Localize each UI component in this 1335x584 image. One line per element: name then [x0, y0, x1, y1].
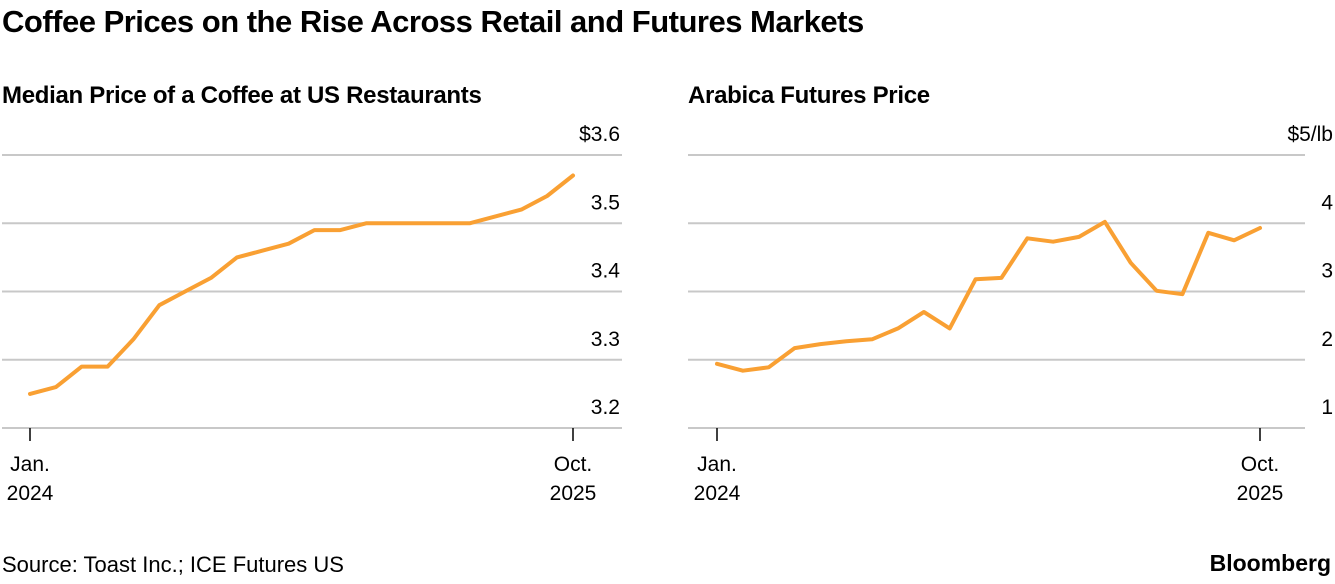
right-x-tick-label: Jan.: [697, 453, 737, 476]
right-x-tick-label: Oct.: [1241, 453, 1280, 476]
right-y-tick-label: $5/lb: [1287, 123, 1333, 146]
left-y-tick-label: $3.6: [579, 123, 620, 146]
left-x-tick-label: Jan.: [10, 453, 50, 476]
right-chart-title: Arabica Futures Price: [688, 82, 930, 109]
left-x-tick-label: 2025: [550, 482, 597, 505]
left-y-tick-label: 3.3: [591, 328, 620, 351]
right-y-tick-label: 1: [1321, 396, 1333, 419]
left-x-tick-label: Oct.: [554, 453, 593, 476]
right-x-tick-label: 2025: [1237, 482, 1284, 505]
right-series-line: [715, 219, 1262, 373]
left-x-tick-label: 2024: [7, 482, 54, 505]
source-note: Source: Toast Inc.; ICE Futures US: [2, 552, 344, 577]
right-y-tick-label: 4: [1321, 191, 1333, 214]
right-y-tick-label: 2: [1321, 328, 1333, 351]
left-chart-title: Median Price of a Coffee at US Restauran…: [2, 82, 482, 109]
left-y-tick-label: 3.4: [591, 260, 621, 283]
left-y-tick-label: 3.2: [591, 396, 620, 419]
right-y-tick-label: 3: [1321, 260, 1333, 283]
bloomberg-logo: Bloomberg: [1209, 550, 1331, 576]
chart-title: Coffee Prices on the Rise Across Retail …: [2, 4, 864, 39]
right-x-tick-label: 2024: [694, 482, 741, 505]
left-series-line: [28, 173, 575, 396]
left-y-tick-label: 3.5: [591, 191, 620, 214]
